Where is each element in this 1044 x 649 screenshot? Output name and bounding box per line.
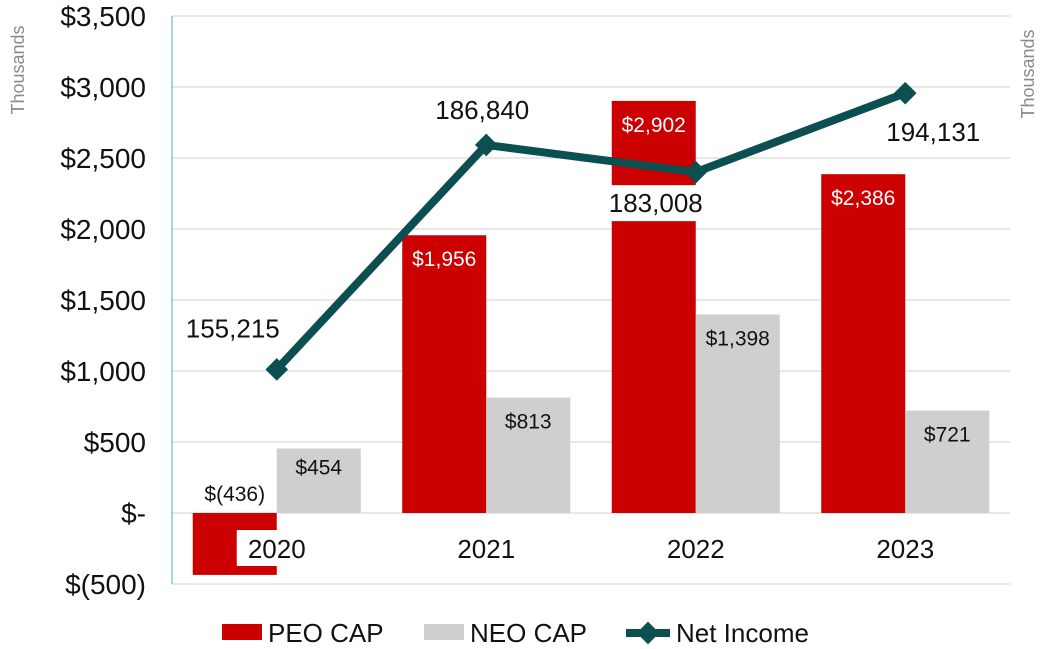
y-tick-label: $2,500 — [60, 143, 146, 174]
legend-label-peo-cap: PEO CAP — [268, 618, 384, 648]
axes: $(500) $- $500 $1,000 $1,500 $2,000 $2,500 $3,0… — [8, 1, 1038, 600]
neo-data-label: $813 — [505, 411, 552, 434]
y-tick-label: $1,000 — [60, 356, 146, 387]
net-income-data-label: 194,131 — [886, 117, 980, 147]
neo-data-label: $1,398 — [706, 327, 770, 350]
net-income-line — [265, 81, 917, 381]
net-income-label-bg — [174, 310, 291, 347]
net-income-label-bg — [875, 114, 992, 151]
legend-swatch-neo-cap — [424, 624, 464, 640]
bar-neo-cap — [905, 410, 990, 513]
y-tick-label: $3,000 — [60, 72, 146, 103]
neo-data-label: $454 — [295, 457, 342, 480]
category-label-bg — [446, 530, 527, 566]
x-category-label: 2022 — [667, 534, 725, 564]
bar-neo-cap — [276, 448, 361, 513]
bar-peo-cap — [402, 235, 487, 514]
x-category-label: 2023 — [876, 534, 934, 564]
net-income-data-label: 183,008 — [609, 188, 703, 218]
net-income-data-label: 186,840 — [435, 95, 529, 125]
net-income-label-bg — [424, 91, 541, 128]
legend: PEO CAP NEO CAP Net Income — [222, 618, 809, 648]
bars — [192, 100, 990, 575]
right-axis-unit-label: Thousands — [1018, 29, 1038, 118]
legend-label-net-income: Net Income — [676, 618, 809, 648]
net-income-data-label: 155,215 — [186, 313, 280, 343]
y-tick-label: $1,500 — [60, 285, 146, 316]
left-axis-unit-label: Thousands — [8, 25, 28, 114]
category-label-bg — [236, 530, 317, 566]
x-category-label: 2020 — [248, 534, 306, 564]
x-category-label: 2021 — [457, 534, 515, 564]
peo-data-label: $(436) — [204, 483, 265, 506]
y-tick-label: $- — [121, 498, 146, 529]
legend-marker-net-income — [636, 621, 660, 645]
legend-label-neo-cap: NEO CAP — [470, 618, 587, 648]
legend-swatch-peo-cap — [222, 624, 262, 640]
category-label-bg — [865, 530, 946, 566]
y-tick-label: $3,500 — [60, 1, 146, 32]
net-income-marker — [893, 81, 917, 105]
y-tick-label: $2,000 — [60, 214, 146, 245]
peo-data-label: $2,902 — [622, 114, 686, 137]
y-tick-label: $500 — [84, 427, 146, 458]
peo-data-label: $2,386 — [831, 187, 895, 210]
net-income-label-bg — [597, 185, 714, 222]
y-tick-label: $(500) — [65, 569, 146, 600]
net-income-marker — [265, 358, 289, 381]
bar-neo-cap — [695, 314, 780, 513]
neo-data-label: $721 — [924, 424, 971, 447]
category-label-bg — [655, 530, 736, 566]
bar-peo-cap — [821, 174, 906, 514]
bar-neo-cap — [486, 397, 571, 513]
data-labels: 2020 2021 2022 2023 $(436) $454 $1,956 $813 $2,9… — [174, 91, 992, 566]
peo-data-label: $1,956 — [412, 248, 476, 271]
net-income-series-line — [273, 89, 907, 373]
